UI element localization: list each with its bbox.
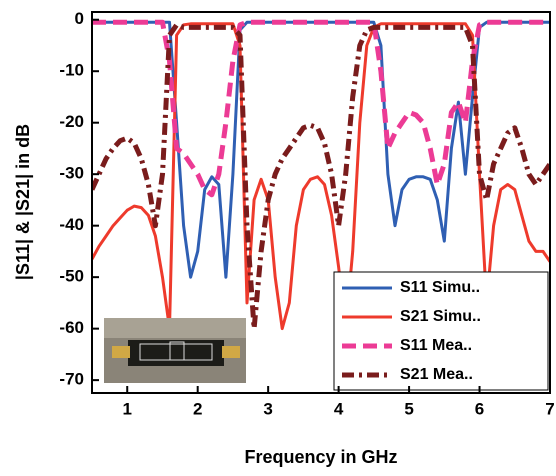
x-axis-label: Frequency in GHz: [244, 447, 397, 467]
y-tick-label: -40: [59, 215, 84, 234]
legend-label: S11 Simu..: [400, 279, 480, 296]
legend-label: S21 Mea..: [400, 366, 473, 383]
y-tick-label: -30: [59, 164, 84, 183]
x-tick-label: 4: [334, 399, 344, 418]
x-tick-label: 6: [475, 399, 484, 418]
legend-box: [333, 271, 549, 391]
x-tick-label: 1: [122, 399, 131, 418]
series-line: [92, 19, 550, 198]
y-tick-label: -60: [59, 318, 84, 337]
y-tick-label: -20: [59, 112, 84, 131]
legend-label: S21 Simu..: [400, 308, 481, 325]
legend-label: S11 Mea..: [400, 337, 472, 354]
y-tick-label: -70: [59, 370, 84, 389]
x-tick-label: 2: [193, 399, 202, 418]
y-tick-label: -10: [59, 61, 84, 80]
x-tick-label: 7: [545, 399, 554, 418]
plot-frame: [91, 11, 551, 394]
y-axis-label: |S11| & |S21| in dB: [13, 124, 33, 280]
y-tick-label: -50: [59, 267, 84, 286]
x-tick-label: 3: [263, 399, 272, 418]
y-tick-label: 0: [75, 9, 84, 28]
x-tick-label: 5: [404, 399, 413, 418]
inset-photo: [104, 318, 246, 383]
series-line: [92, 22, 550, 332]
series-line: [92, 20, 550, 279]
